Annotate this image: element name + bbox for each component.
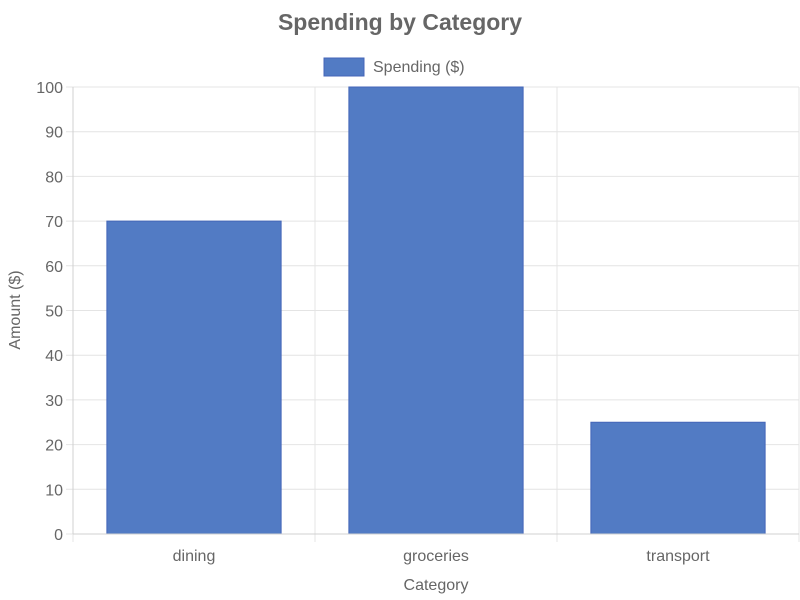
- y-tick-label: 100: [36, 80, 63, 97]
- y-tick-label: 40: [45, 348, 63, 365]
- y-tick-label: 0: [54, 527, 63, 544]
- y-tick-label: 50: [45, 304, 63, 321]
- y-tick-label: 30: [45, 393, 63, 410]
- chart-title: Spending by Category: [278, 9, 522, 35]
- axes: [72, 87, 799, 535]
- legend-label[interactable]: Spending ($): [373, 59, 465, 76]
- y-tick-label: 20: [45, 438, 63, 455]
- y-tick-label: 70: [45, 214, 63, 231]
- y-tick-label: 90: [45, 125, 63, 142]
- y-axis-ticks: 0 10 20 30 40 50 60 70 80 90 100: [36, 80, 63, 544]
- bar-transport[interactable]: [590, 421, 766, 535]
- legend-swatch[interactable]: [323, 57, 365, 77]
- x-axis-title: Category: [404, 577, 469, 594]
- bars: [106, 86, 766, 535]
- y-tick-label: 60: [45, 259, 63, 276]
- x-tick-label: transport: [646, 548, 710, 565]
- legend[interactable]: Spending ($): [323, 57, 465, 77]
- x-axis-ticks: dining groceries transport: [173, 548, 710, 565]
- x-tick-label: groceries: [403, 548, 469, 565]
- x-tick-label: dining: [173, 548, 216, 565]
- y-tick-label: 10: [45, 482, 63, 499]
- y-tick-label: 80: [45, 169, 63, 186]
- bar-dining[interactable]: [106, 220, 282, 535]
- y-axis-title: Amount ($): [7, 270, 24, 349]
- bar-groceries[interactable]: [348, 86, 524, 535]
